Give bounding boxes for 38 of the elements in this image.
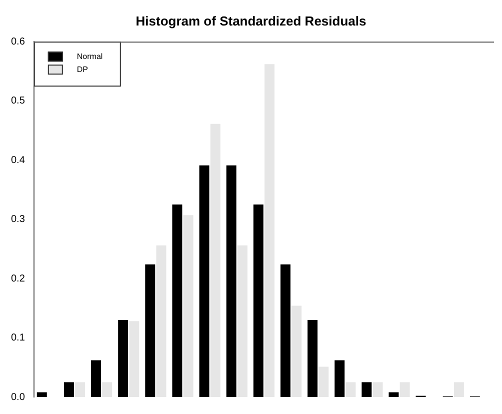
- bar: [183, 215, 194, 397]
- bar: [280, 264, 290, 397]
- y-tick-label: 0.1: [10, 332, 26, 344]
- y-tick-label: 0.5: [10, 96, 26, 107]
- bar: [388, 392, 399, 397]
- y-tick-label: 0.0: [10, 392, 26, 403]
- bar: [172, 204, 182, 397]
- y-tick-label: 0.6: [10, 36, 26, 48]
- y-tick-label: 0.4: [10, 154, 26, 166]
- bar: [362, 382, 372, 397]
- bar: [91, 360, 102, 397]
- bar: [75, 382, 86, 397]
- bar: [156, 245, 166, 397]
- bar: [454, 382, 464, 397]
- bar: [346, 382, 356, 397]
- bar: [64, 382, 74, 397]
- bar: [36, 392, 47, 397]
- bar: [145, 264, 156, 397]
- y-tick-label: 0.3: [10, 214, 26, 226]
- chart-title: Histogram of Standardized Residuals: [136, 13, 366, 28]
- bar: [210, 124, 220, 397]
- legend-label: DP: [76, 64, 88, 74]
- bar: [292, 306, 302, 397]
- bar: [318, 366, 329, 397]
- bar: [226, 165, 236, 397]
- bar: [129, 321, 140, 397]
- bar: [102, 382, 112, 397]
- bar: [118, 320, 128, 397]
- legend-label: Normal: [76, 52, 103, 61]
- bar: [264, 64, 274, 397]
- bar: [199, 165, 210, 397]
- bar: [400, 382, 410, 397]
- bar: [308, 320, 318, 397]
- y-tick-label: 0.2: [10, 273, 26, 284]
- bar: [237, 245, 248, 397]
- bar: [372, 382, 383, 397]
- bar: [253, 204, 264, 397]
- bar: [334, 360, 345, 397]
